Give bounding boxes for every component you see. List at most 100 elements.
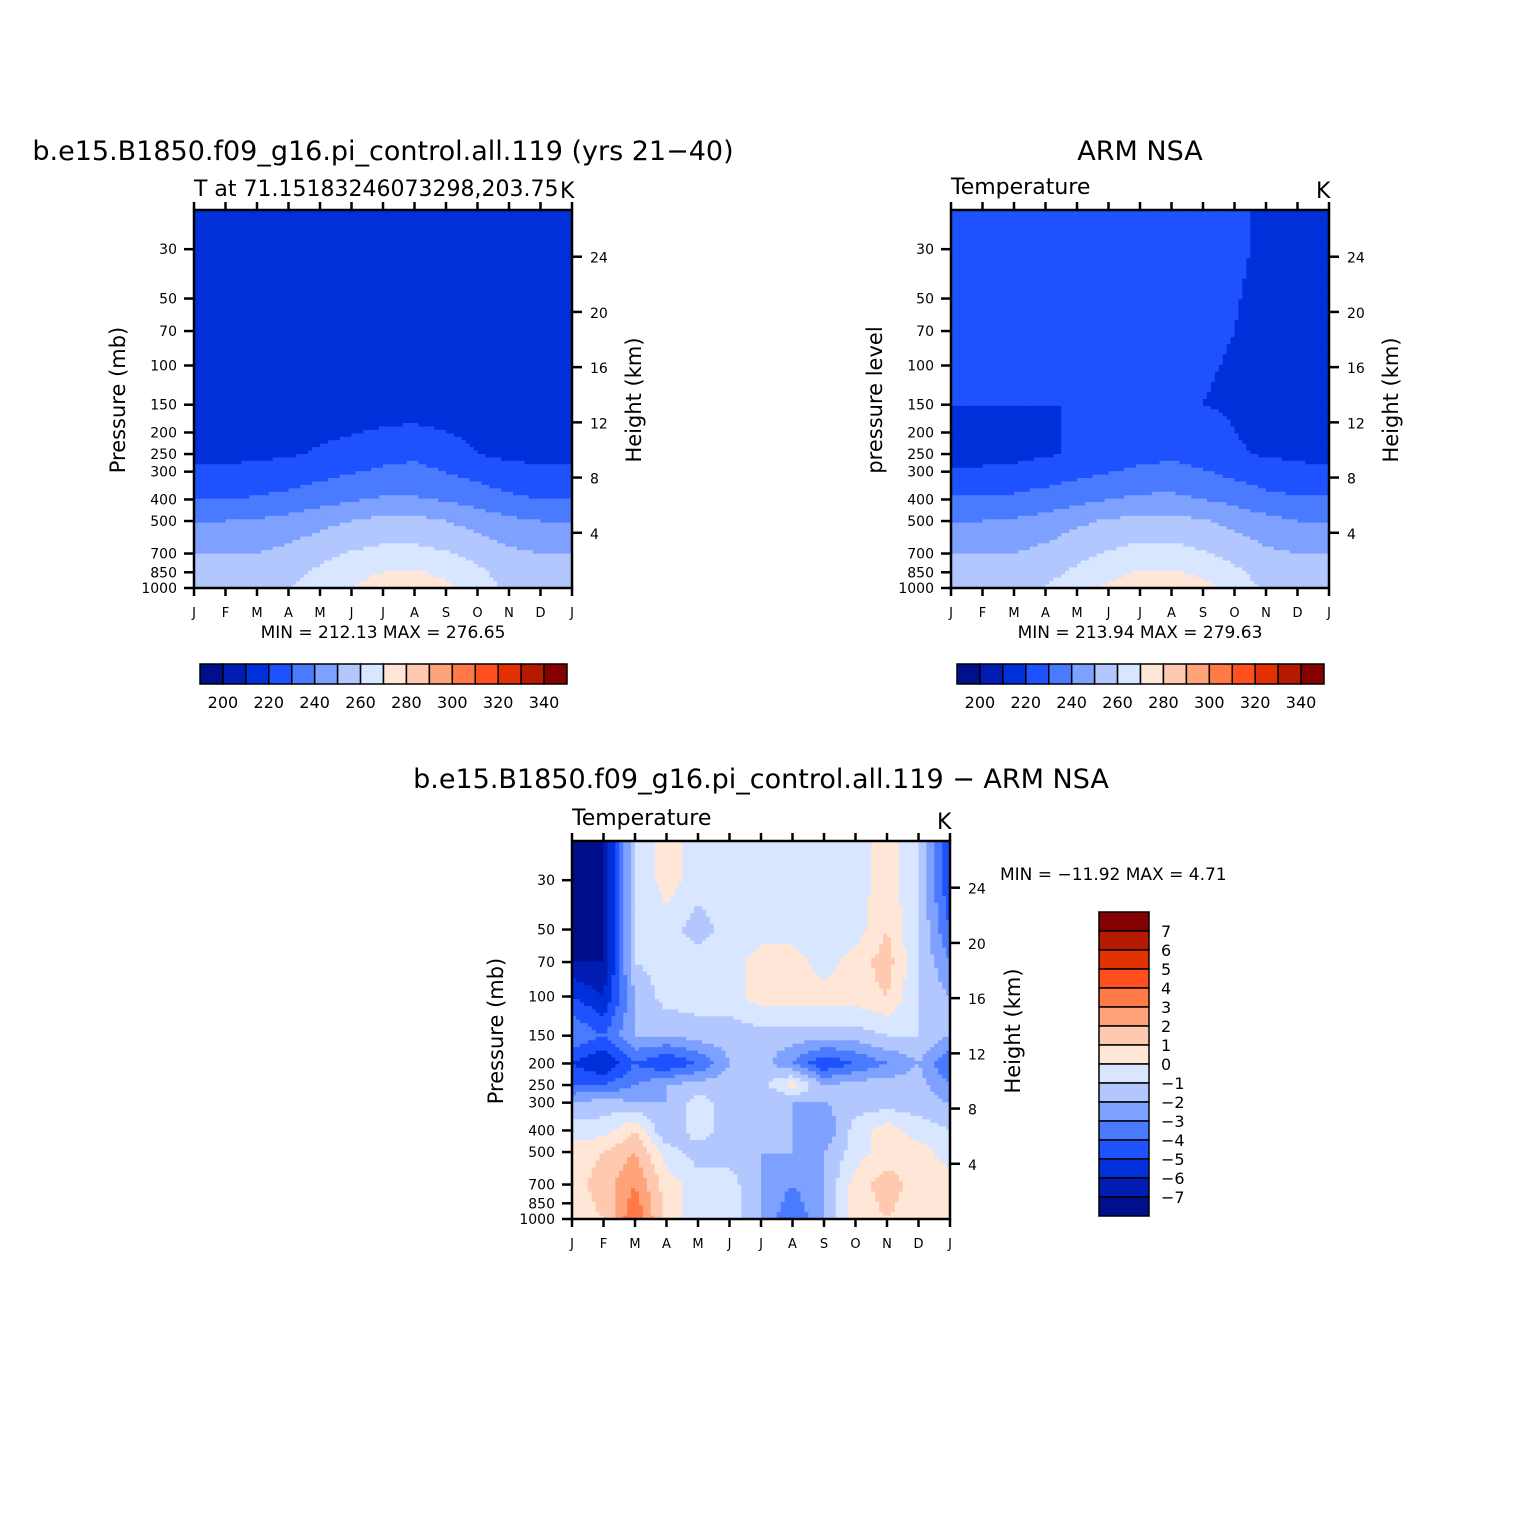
model-contour-cell — [457, 347, 463, 352]
model-contour-cell — [453, 289, 459, 294]
model-contour-cell — [379, 258, 384, 263]
model-contour-cell — [197, 381, 203, 386]
model-contour-cell — [438, 289, 443, 294]
model-contour-cell — [556, 364, 561, 369]
model-contour-cell — [288, 316, 294, 321]
model-contour-cell — [343, 340, 349, 345]
model-contour-cell — [556, 285, 561, 290]
model-contour-cell — [552, 381, 557, 386]
model-contour-cell — [331, 306, 337, 311]
model-contour-cell — [375, 385, 380, 390]
model-contour-cell — [253, 220, 258, 225]
model-contour-cell — [308, 378, 313, 383]
model-contour-cell — [304, 213, 309, 218]
model-contour-cell — [339, 368, 345, 373]
model-contour-cell — [205, 381, 211, 386]
model-contour-cell — [465, 227, 471, 232]
model-contour-cell — [316, 333, 321, 338]
model-contour-cell — [540, 381, 546, 386]
model-contour-cell — [351, 240, 357, 245]
model-contour-cell — [516, 316, 522, 321]
model-contour-cell — [446, 210, 451, 215]
model-contour-cell — [379, 247, 384, 252]
model-contour-cell — [221, 216, 227, 221]
model-contour-cell — [469, 234, 475, 239]
model-contour-cell — [205, 254, 211, 259]
model-contour-cell — [386, 309, 392, 314]
model-contour-cell — [327, 227, 333, 232]
model-contour-cell — [406, 361, 412, 366]
model-contour-cell — [536, 258, 542, 263]
model-contour-cell — [284, 264, 290, 270]
model-contour-cell — [296, 213, 301, 218]
model-contour-cell — [453, 302, 459, 307]
model-contour-cell — [497, 223, 502, 228]
model-contour-cell — [276, 247, 282, 252]
model-contour-cell — [367, 323, 372, 328]
model-contour-cell — [394, 306, 400, 311]
model-contour-cell — [540, 271, 546, 276]
model-contour-cell — [509, 371, 514, 376]
model-contour-cell — [394, 333, 400, 338]
model-contour-cell — [383, 344, 388, 349]
model-contour-cell — [335, 278, 341, 283]
model-contour-cell — [312, 323, 317, 328]
model-contour-cell — [316, 258, 321, 263]
model-contour-cell — [379, 268, 384, 273]
model-contour-cell — [473, 285, 479, 290]
model-contour-cell — [509, 234, 514, 239]
model-contour-cell — [469, 357, 475, 362]
model-contour-cell — [367, 299, 372, 304]
model-contour-cell — [197, 275, 203, 280]
model-contour-cell — [414, 319, 420, 324]
model-contour-cell — [194, 302, 199, 307]
model-contour-cell — [438, 268, 443, 273]
model-contour-cell — [524, 371, 530, 376]
model-contour-cell — [544, 292, 549, 297]
model-contour-cell — [213, 264, 219, 270]
model-contour-cell — [544, 251, 549, 256]
model-contour-cell — [253, 299, 258, 304]
model-contour-cell — [276, 264, 282, 270]
model-contour-cell — [355, 364, 360, 369]
model-contour-cell — [564, 275, 569, 280]
model-contour-cell — [485, 234, 490, 239]
model-contour-cell — [209, 326, 215, 331]
model-contour-cell — [564, 374, 569, 379]
model-contour-cell — [446, 240, 451, 245]
model-contour-cell — [229, 285, 234, 290]
model-contour-cell — [379, 306, 384, 311]
model-contour-cell — [296, 251, 301, 256]
model-contour-cell — [335, 240, 341, 245]
model-contour-cell — [540, 251, 546, 256]
model-contour-cell — [316, 319, 321, 324]
model-contour-cell — [390, 220, 396, 225]
model-contour-cell — [536, 282, 542, 287]
model-contour-cell — [300, 309, 305, 314]
model-contour-cell — [347, 378, 353, 383]
model-contour-cell — [564, 216, 569, 221]
model-contour-cell — [548, 313, 553, 318]
model-contour-cell — [249, 323, 254, 328]
model-contour-cell — [268, 371, 274, 376]
model-contour-cell — [288, 223, 294, 228]
model-contour-cell — [288, 213, 294, 218]
model-contour-cell — [264, 368, 270, 373]
model-contour-cell — [509, 292, 514, 297]
model-contour-cell — [422, 309, 427, 314]
model-contour-cell — [284, 244, 290, 249]
model-contour-cell — [209, 319, 215, 324]
model-contour-cell — [379, 378, 384, 383]
model-contour-cell — [449, 333, 455, 338]
model-contour-cell — [331, 295, 337, 300]
model-contour-cell — [540, 361, 546, 366]
model-contour-cell — [327, 264, 333, 270]
model-contour-cell — [505, 247, 510, 252]
model-contour-cell — [422, 344, 427, 349]
model-contour-cell — [264, 234, 270, 239]
model-contour-cell — [264, 230, 270, 235]
model-contour-cell — [552, 292, 557, 297]
model-contour-cell — [446, 371, 451, 376]
model-contour-cell — [229, 344, 234, 349]
model-contour-cell — [422, 378, 427, 383]
